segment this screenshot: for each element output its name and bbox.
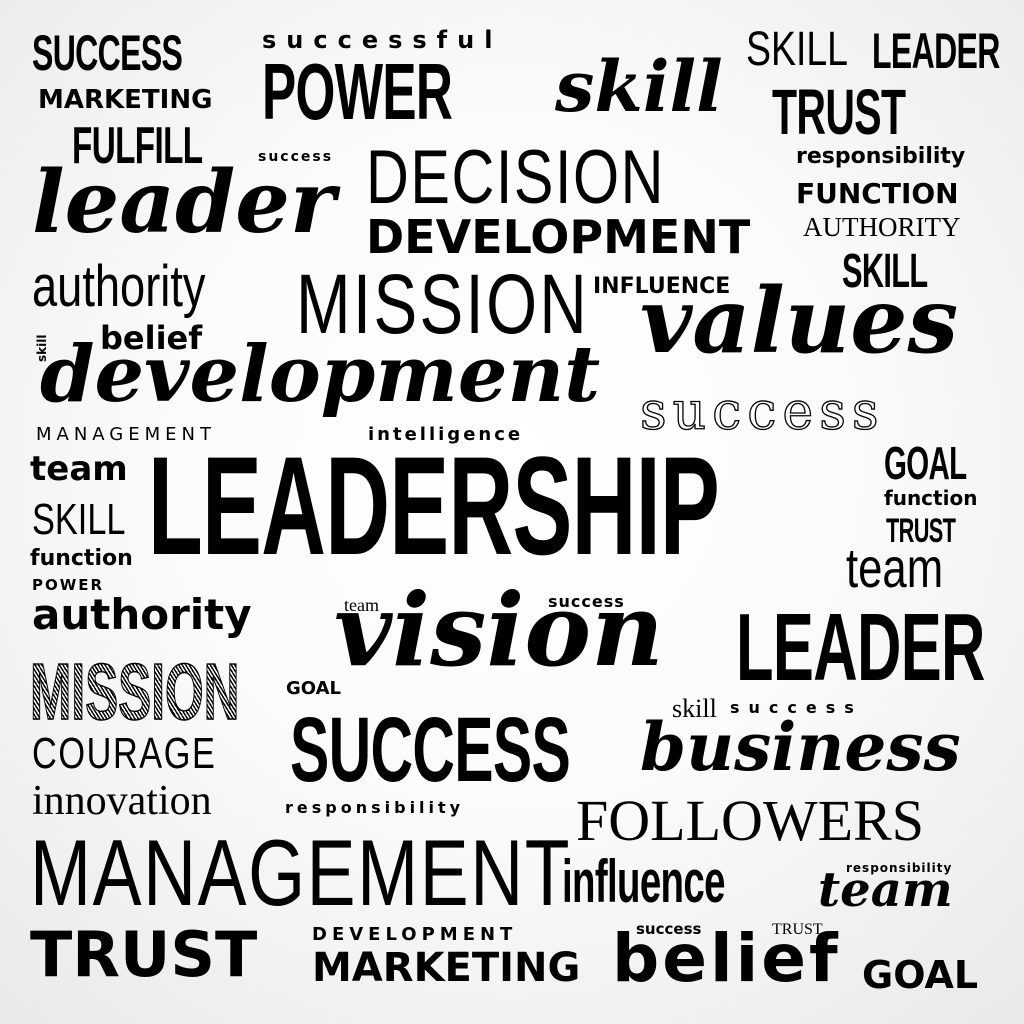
- word: MANAGEMENT: [30, 820, 572, 925]
- word: FUNCTION: [796, 177, 959, 210]
- word: LEADER: [736, 594, 985, 701]
- word: AUTHORITY: [803, 212, 961, 242]
- word: success: [636, 920, 702, 938]
- word: MANAGEMENT: [36, 424, 216, 445]
- word: TRUST: [30, 918, 258, 991]
- word: MARKETING: [38, 85, 213, 115]
- word: SKILL: [842, 245, 928, 298]
- word: MISSION: [30, 647, 240, 736]
- word: function: [884, 486, 978, 510]
- word: GOAL: [862, 953, 979, 997]
- word: DEVELOPMENT: [366, 210, 751, 264]
- word: belief: [100, 319, 203, 357]
- word: responsibility: [846, 861, 953, 875]
- word: TRUST: [886, 512, 956, 550]
- word: FOLLOWERS: [576, 788, 924, 853]
- word: success: [258, 149, 334, 165]
- word: COURAGE: [32, 729, 217, 778]
- word: belief: [612, 920, 841, 997]
- word: SKILL: [32, 495, 126, 544]
- word: SUCCESS: [290, 699, 571, 801]
- word: responsibility: [285, 798, 465, 817]
- word: DECISION: [366, 135, 666, 220]
- word: success: [639, 382, 885, 442]
- word: successful: [262, 26, 503, 54]
- word: skill: [672, 694, 717, 723]
- word: POWER: [262, 47, 453, 136]
- word: GOAL: [286, 678, 341, 699]
- word: team: [30, 449, 128, 489]
- word: development: [40, 329, 601, 420]
- word: MARKETING: [312, 945, 581, 991]
- word: MISSION: [296, 257, 590, 351]
- word: POWER: [32, 576, 105, 594]
- word: TRUST: [772, 76, 906, 148]
- word: influence: [562, 848, 725, 915]
- word: GOAL: [884, 437, 967, 489]
- word: team: [818, 862, 953, 918]
- word: FULFILL: [72, 117, 203, 175]
- word: business: [640, 708, 961, 786]
- word: skill: [555, 45, 723, 128]
- word: intelligence: [368, 424, 524, 445]
- word: team: [846, 536, 944, 599]
- word: LEADERSHIP: [148, 427, 720, 584]
- word: authority: [32, 254, 206, 319]
- word: function: [30, 546, 133, 571]
- word: TRUST: [772, 921, 823, 938]
- word: success: [548, 592, 625, 611]
- word: team: [344, 595, 379, 615]
- word: leader: [32, 152, 336, 253]
- word: SKILL: [746, 23, 848, 76]
- word: DEVELOPMENT: [312, 924, 518, 945]
- word: success: [730, 698, 863, 717]
- word: LEADER: [872, 23, 1000, 79]
- word: values: [640, 268, 959, 374]
- word: responsibility: [796, 144, 966, 169]
- word: innovation: [32, 778, 212, 824]
- word: vision: [334, 571, 664, 689]
- word: INFLUENCE: [593, 274, 731, 299]
- word: authority: [32, 590, 252, 639]
- word: SUCCESS: [32, 25, 183, 81]
